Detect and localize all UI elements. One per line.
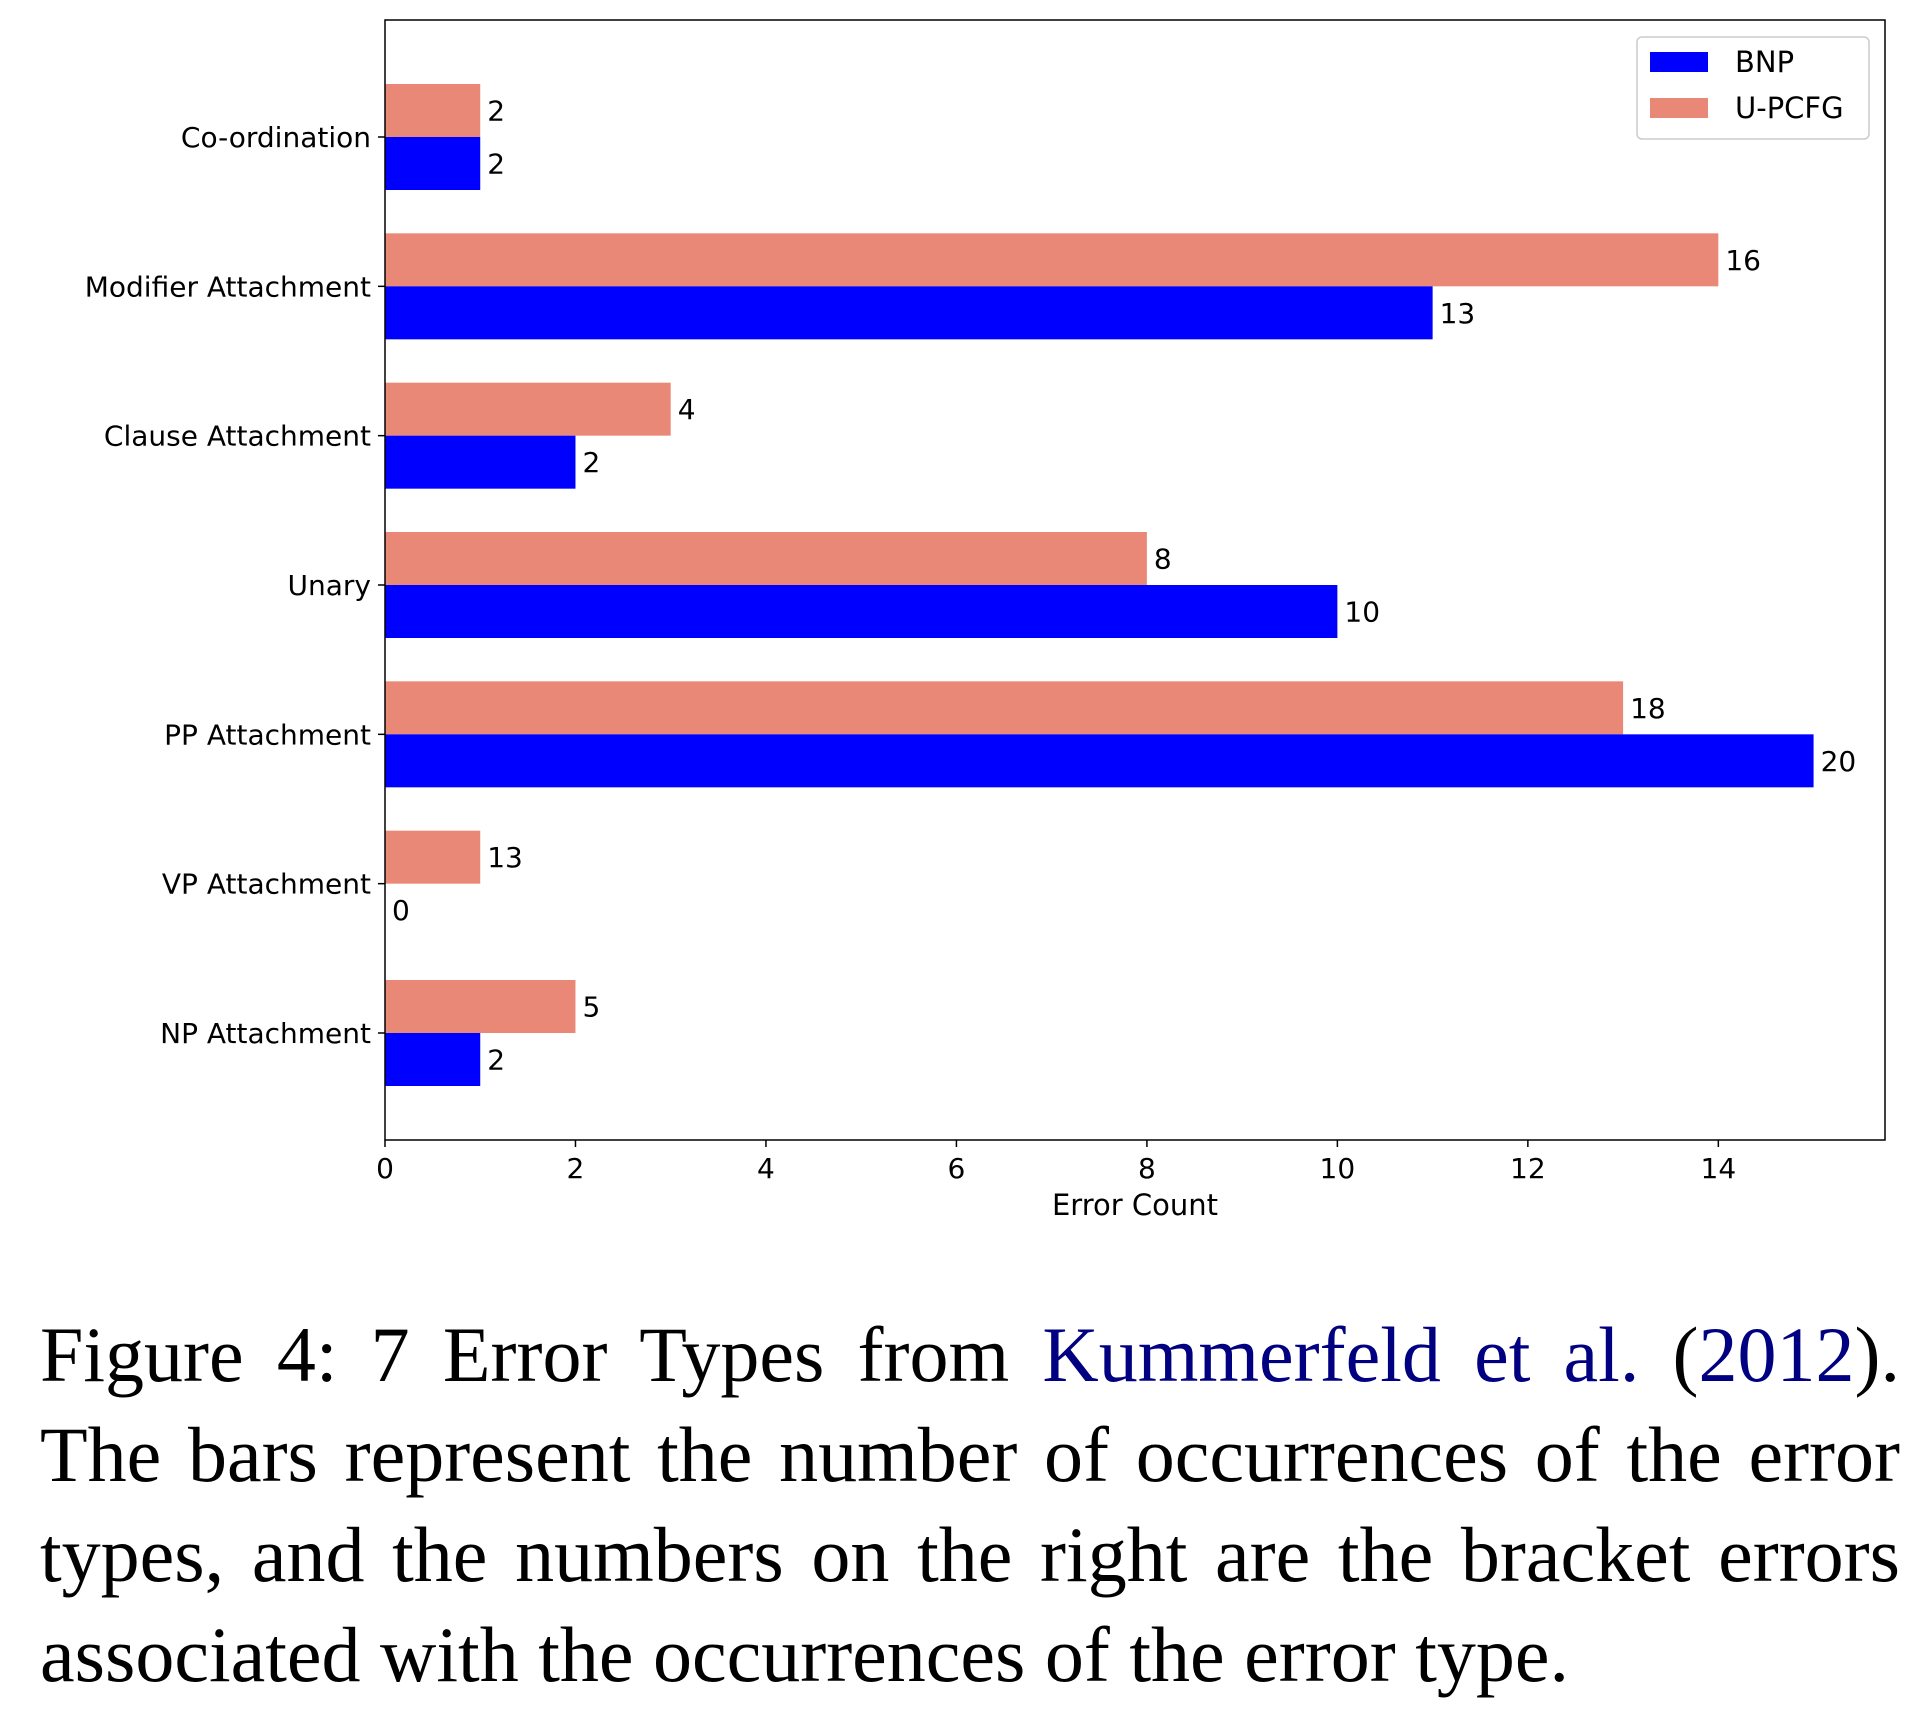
caption-body: The bars represent the number of occurre…: [40, 1411, 1900, 1698]
bar-label-u-pcfg-modifier-attachment: 16: [1725, 244, 1761, 277]
legend: BNP U-PCFG: [1636, 36, 1870, 140]
x-tick-label-14: 14: [1701, 1152, 1737, 1185]
caption-year-open: (: [1639, 1311, 1699, 1398]
x-tick-label-4: 4: [757, 1152, 775, 1185]
bar-u-pcfg-co-ordination: [385, 84, 481, 137]
citation-year-link[interactable]: 2012: [1698, 1311, 1855, 1398]
x-tick-label-2: 2: [567, 1152, 585, 1185]
legend-swatch-upcfg: [1650, 98, 1708, 118]
bar-u-pcfg-unary: [385, 532, 1147, 585]
bar-bnp-clause-attachment: [385, 435, 576, 489]
bar-label-bnp-np-attachment: 2: [487, 1044, 505, 1077]
bar-label-bnp-vp-attachment: 0: [392, 894, 410, 927]
x-axis: 0 2 4 6 8 10 12 14: [376, 1140, 1736, 1185]
bar-label-bnp-modifier-attachment: 13: [1440, 297, 1476, 330]
y-tick-label-vp-attachment: VP Attachment: [162, 868, 371, 901]
figure-caption: Figure 4: 7 Error Types from Kummerfeld …: [40, 1305, 1900, 1705]
y-tick-label-unary: Unary: [288, 569, 371, 602]
y-tick-label-clause-attachment: Clause Attachment: [104, 420, 371, 453]
bar-u-pcfg-clause-attachment: [385, 382, 671, 436]
x-tick-label-0: 0: [376, 1152, 394, 1185]
bar-u-pcfg-modifier-attachment: [385, 233, 1719, 287]
bar-label-u-pcfg-pp-attachment: 18: [1630, 692, 1666, 725]
bars-layer: 2 2 16 13 4 2 8 10 18 20 13 0 5 2: [385, 84, 1856, 1086]
y-tick-label-modifier-attachment: Modifier Attachment: [85, 270, 371, 303]
y-tick-label-co-ordination: Co-ordination: [181, 121, 371, 154]
bar-u-pcfg-np-attachment: [385, 980, 576, 1033]
bar-label-bnp-co-ordination: 2: [487, 148, 505, 181]
bar-label-u-pcfg-unary: 8: [1154, 543, 1172, 576]
y-tick-label-pp-attachment: PP Attachment: [164, 718, 371, 751]
bar-bnp-unary: [385, 585, 1338, 638]
caption-year-close: ).: [1854, 1311, 1900, 1398]
bar-bnp-co-ordination: [385, 137, 481, 190]
caption-prefix: Figure 4: 7 Error Types from: [40, 1311, 1043, 1398]
legend-label-bnp: BNP: [1735, 45, 1794, 79]
bar-label-bnp-unary: 10: [1344, 596, 1380, 629]
bar-label-u-pcfg-np-attachment: 5: [582, 991, 600, 1024]
bar-label-bnp-clause-attachment: 2: [582, 446, 600, 479]
y-tick-label-np-attachment: NP Attachment: [160, 1017, 371, 1050]
x-axis-title: Error Count: [1052, 1188, 1218, 1222]
bar-u-pcfg-pp-attachment: [385, 681, 1624, 735]
x-tick-label-10: 10: [1320, 1152, 1356, 1185]
bar-bnp-modifier-attachment: [385, 286, 1433, 340]
citation-link[interactable]: Kummerfeld et al.: [1042, 1311, 1640, 1398]
bar-label-bnp-pp-attachment: 20: [1821, 745, 1857, 778]
bar-label-u-pcfg-co-ordination: 2: [487, 95, 505, 128]
x-tick-label-6: 6: [948, 1152, 966, 1185]
x-tick-label-12: 12: [1510, 1152, 1546, 1185]
plot-frame: [384, 19, 1886, 1141]
x-tick-label-8: 8: [1138, 1152, 1156, 1185]
legend-label-upcfg: U-PCFG: [1735, 91, 1844, 125]
bar-u-pcfg-vp-attachment: [385, 830, 481, 884]
legend-swatch-bnp: [1650, 52, 1708, 72]
bar-label-u-pcfg-clause-attachment: 4: [678, 393, 696, 426]
bar-bnp-np-attachment: [385, 1033, 481, 1086]
bar-label-u-pcfg-vp-attachment: 13: [487, 841, 523, 874]
bar-bnp-pp-attachment: [385, 734, 1814, 788]
y-axis: Co-ordination Modifier Attachment Clause A…: [85, 121, 385, 1050]
